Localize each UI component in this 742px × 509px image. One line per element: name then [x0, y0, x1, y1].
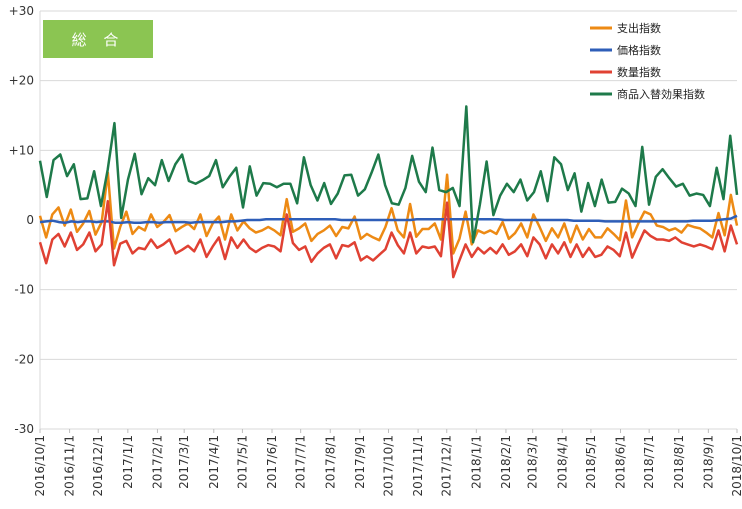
y-tick-label: +30	[9, 4, 34, 18]
x-tick-label: 2018/4/1	[555, 435, 569, 489]
x-tick-label: 2017/2/1	[150, 435, 164, 489]
y-tick-label: -10	[14, 283, 34, 297]
x-tick-label: 2017/5/1	[235, 435, 249, 489]
x-tick-label: 2018/10/1	[730, 435, 742, 497]
x-tick-label: 2017/12/1	[440, 435, 454, 497]
badge-label: 総 合	[72, 31, 125, 49]
y-tick-label: +10	[9, 143, 34, 157]
x-tick-label: 2017/3/1	[177, 435, 191, 489]
x-tick-label: 2017/4/1	[207, 435, 221, 489]
x-axis-tick-labels: 2016/10/1 2016/11/1 2016/12/1 2017/1/1 2017/…	[33, 429, 742, 497]
x-tick-label: 2018/2/1	[499, 435, 513, 489]
x-tick-label: 2017/1/1	[121, 435, 135, 489]
x-tick-label: 2018/7/1	[642, 435, 656, 489]
series-lines	[38, 105, 739, 279]
x-tick-label: 2018/3/1	[526, 435, 540, 489]
x-tick-label: 2017/7/1	[294, 435, 308, 489]
x-tick-label: 2018/1/1	[469, 435, 483, 489]
legend-entry-label: 支出指数	[617, 21, 661, 35]
series-line-2	[38, 199, 739, 279]
badge: 総 合	[43, 20, 153, 58]
x-tick-label: 2018/9/1	[701, 435, 715, 489]
badge-background	[43, 20, 153, 58]
y-tick-label: +20	[9, 74, 34, 88]
grid-lines	[39, 10, 737, 430]
x-tick-label: 2017/10/1	[382, 435, 396, 497]
x-tick-label: 2018/5/1	[584, 435, 598, 489]
y-tick-label: -20	[14, 352, 34, 366]
y-tick-label: -30	[14, 422, 34, 436]
x-tick-label: 2016/10/1	[33, 435, 47, 497]
legend-entry-label: 価格指数	[617, 43, 661, 57]
x-tick-label: 2018/6/1	[614, 435, 628, 489]
legend-entry-label: 数量指数	[617, 65, 661, 79]
series-line-1	[39, 214, 738, 225]
y-axis-tick-labels: -30 -20 -10 0 +10 +20 +30	[9, 4, 34, 436]
x-tick-label: 2017/6/1	[265, 435, 279, 489]
x-tick-label: 2016/11/1	[63, 435, 77, 497]
y-tick-label: 0	[26, 213, 34, 227]
series-line-0	[38, 171, 739, 255]
legend-entry-label: 商品入替効果指数	[617, 87, 705, 101]
x-tick-label: 2016/12/1	[91, 435, 105, 497]
x-tick-label: 2018/8/1	[672, 435, 686, 489]
x-tick-label: 2017/9/1	[353, 435, 367, 489]
x-tick-label: 2017/8/1	[323, 435, 337, 489]
x-tick-label: 2017/11/1	[411, 435, 425, 497]
series-line-3	[38, 105, 739, 244]
